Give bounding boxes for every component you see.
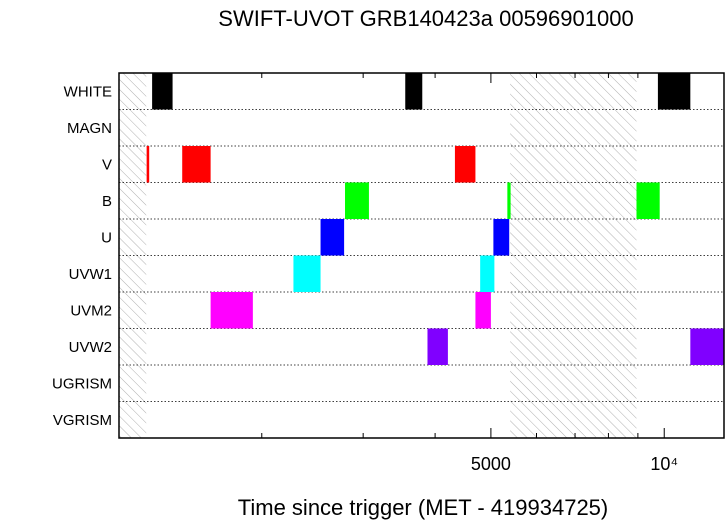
filter-label-uvw1: UVW1 xyxy=(69,266,112,283)
filter-label-b: B xyxy=(102,193,112,210)
exposure-b-9 xyxy=(636,182,660,219)
exposure-uvw1-12 xyxy=(293,255,321,292)
exposure-uvw1-13 xyxy=(480,255,495,292)
exposure-uvm2-15 xyxy=(475,292,491,329)
exposure-white-2 xyxy=(405,73,423,110)
exposure-u-10 xyxy=(320,219,345,256)
filter-label-white: WHITE xyxy=(64,83,112,100)
filter-label-uvw2: UVW2 xyxy=(69,339,112,356)
filter-label-vgrism: VGRISM xyxy=(53,412,112,429)
exposure-b-7 xyxy=(345,182,369,219)
exposure-white-3 xyxy=(657,73,691,110)
x-tick-label-10000: 10⁴ xyxy=(650,454,678,474)
filter-label-u: U xyxy=(101,229,112,246)
exposure-uvw2-17 xyxy=(690,328,724,365)
gap-regions xyxy=(119,73,637,438)
exposure-v-5 xyxy=(182,146,211,183)
exposure-uvw2-16 xyxy=(427,328,448,365)
filter-label-v: V xyxy=(102,156,112,173)
filter-label-magn: MAGN xyxy=(67,120,112,137)
filter-label-ugrism: UGRISM xyxy=(52,375,112,392)
exposure-v-4 xyxy=(146,146,150,183)
filter-label-uvm2: UVM2 xyxy=(70,302,112,319)
exposure-white-1 xyxy=(152,73,173,110)
gap-region-2 xyxy=(510,73,637,438)
exposure-b-8 xyxy=(507,182,511,219)
chart-title: SWIFT-UVOT GRB140423a 00596901000 xyxy=(218,6,633,31)
exposure-u-11 xyxy=(493,219,510,256)
filter-labels: WHITE MAGN V B U UVW1 UVM2 UVW2 UGRISM VGRISM xyxy=(52,83,112,429)
x-axis-ticks: 5000 10⁴ xyxy=(261,73,678,474)
exposure-v-6 xyxy=(454,146,476,183)
plot-frame xyxy=(118,72,725,439)
x-tick-label-5000: 5000 xyxy=(471,454,511,474)
x-axis-label: Time since trigger (MET - 419934725) xyxy=(238,495,609,520)
exposure-uvm2-14 xyxy=(210,292,253,329)
exposure-bars xyxy=(146,73,724,365)
